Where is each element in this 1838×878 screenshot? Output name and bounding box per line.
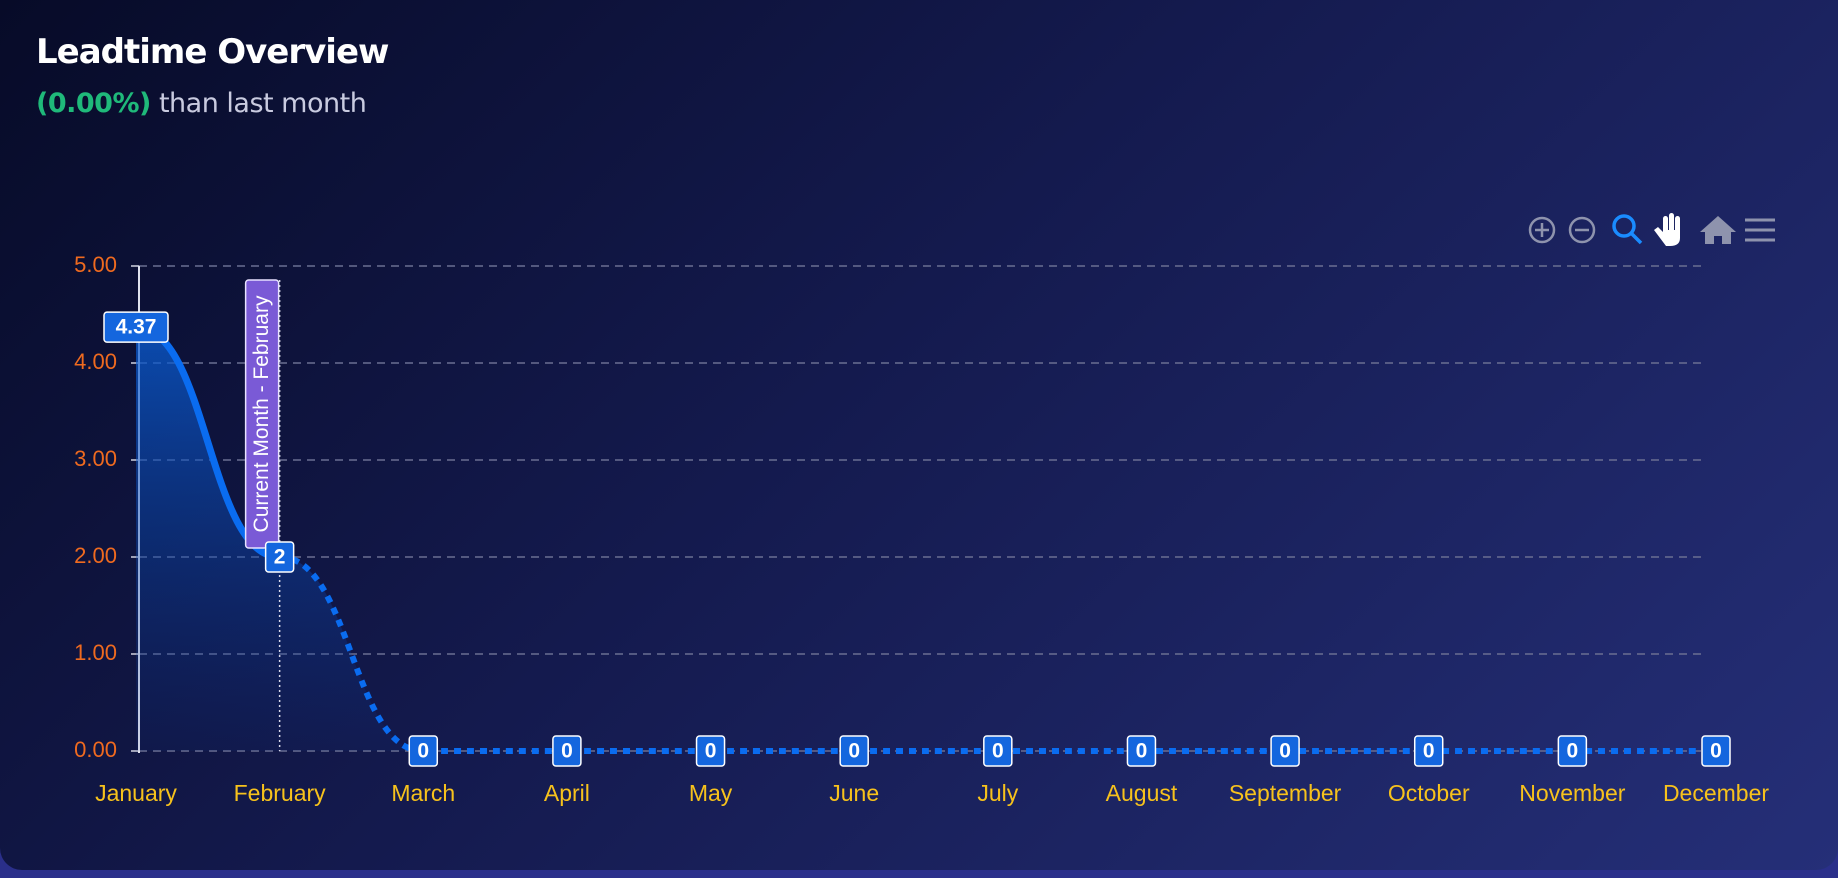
y-tick-label: 0.00 <box>74 737 117 762</box>
value-label-box <box>1413 735 1444 767</box>
value-label-box <box>1557 735 1588 767</box>
x-tick-label: July <box>977 780 1018 806</box>
value-label: 0 <box>848 740 860 763</box>
x-tick-label: December <box>1663 780 1769 806</box>
x-tick-label: October <box>1388 780 1470 806</box>
reset-button[interactable] <box>1700 216 1736 244</box>
pan-button[interactable] <box>1654 213 1680 246</box>
x-tick-label: November <box>1519 780 1625 806</box>
x-tick-label: May <box>689 780 733 806</box>
subtitle: (0.00%) than last month <box>36 88 367 119</box>
zoom-out-button[interactable] <box>1568 216 1596 244</box>
area <box>136 327 1716 751</box>
value-label: 0 <box>1710 740 1722 763</box>
y-tick-label: 5.00 <box>74 252 117 277</box>
value-label-box <box>1270 735 1300 767</box>
x-tick-label: April <box>544 780 590 806</box>
annotation-text: Current Month - February <box>250 295 273 532</box>
value-label-box <box>1126 735 1157 767</box>
x-tick-label: February <box>234 780 327 806</box>
value-label: 2 <box>274 546 286 569</box>
y-tick-label: 4.00 <box>74 349 117 374</box>
title: Leadtime Overview <box>36 32 389 72</box>
line-forecast <box>279 554 1716 755</box>
annotation-box <box>244 279 280 549</box>
value-label-box <box>408 735 439 767</box>
value-label: 0 <box>1279 740 1291 763</box>
value-label: 0 <box>561 740 573 763</box>
value-label: 0 <box>417 740 429 763</box>
value-label: 0 <box>1423 740 1435 763</box>
value-label-box <box>983 735 1013 767</box>
x-tick-label: June <box>829 780 879 806</box>
toolbar <box>1528 213 1775 246</box>
value-label-box <box>103 311 169 343</box>
value-label-box <box>552 735 582 767</box>
x-tick-label: August <box>1106 780 1178 806</box>
value-label: 4.37 <box>116 316 157 339</box>
value-label-box <box>839 735 869 767</box>
y-tick-label: 2.00 <box>74 543 117 568</box>
selection-zoom-button[interactable] <box>1612 214 1643 245</box>
y-tick-label: 1.00 <box>74 640 117 665</box>
value-label-box <box>1701 735 1731 767</box>
change: (0.00%) <box>36 88 151 119</box>
value-label: 0 <box>705 740 717 763</box>
value-label-box <box>695 735 726 767</box>
x-tick-label: January <box>95 780 177 806</box>
value-label: 0 <box>992 740 1004 763</box>
value-label-box <box>264 541 295 573</box>
subtitle-text: than last month <box>158 88 367 119</box>
x-tick-label: September <box>1229 780 1342 806</box>
zoom-in-button[interactable] <box>1528 216 1556 244</box>
x-tick-label: March <box>391 780 455 806</box>
menu-button[interactable] <box>1745 218 1775 242</box>
y-tick-label: 3.00 <box>74 446 117 471</box>
value-label: 0 <box>1136 740 1148 763</box>
value-label: 0 <box>1567 740 1579 763</box>
